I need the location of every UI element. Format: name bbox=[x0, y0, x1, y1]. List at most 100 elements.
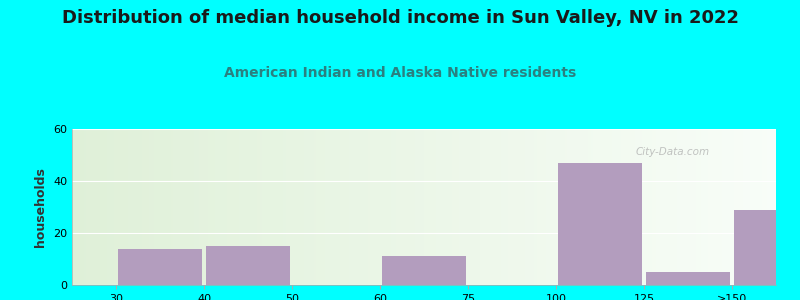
Bar bbox=[602, 129, 605, 285]
Bar bbox=[306, 129, 309, 285]
Bar bbox=[231, 129, 234, 285]
Bar bbox=[748, 129, 750, 285]
Bar bbox=[582, 129, 583, 285]
Bar bbox=[548, 129, 550, 285]
Bar bbox=[518, 129, 520, 285]
Bar bbox=[434, 129, 436, 285]
Bar bbox=[105, 129, 107, 285]
Bar bbox=[750, 129, 753, 285]
Bar bbox=[414, 129, 417, 285]
Bar bbox=[110, 129, 112, 285]
Bar bbox=[635, 129, 638, 285]
Bar bbox=[180, 129, 182, 285]
Bar bbox=[696, 129, 698, 285]
Bar bbox=[678, 129, 680, 285]
Bar bbox=[130, 129, 133, 285]
Bar bbox=[230, 129, 231, 285]
Bar bbox=[736, 129, 738, 285]
Bar bbox=[344, 129, 346, 285]
Bar bbox=[687, 129, 689, 285]
Bar bbox=[738, 129, 741, 285]
Bar bbox=[546, 129, 548, 285]
Bar bbox=[349, 129, 351, 285]
Bar bbox=[680, 129, 682, 285]
Bar bbox=[720, 129, 722, 285]
Bar bbox=[492, 129, 494, 285]
Bar bbox=[192, 129, 194, 285]
Bar bbox=[135, 129, 138, 285]
Bar bbox=[323, 129, 326, 285]
Bar bbox=[668, 129, 670, 285]
Bar bbox=[366, 129, 368, 285]
Bar bbox=[215, 129, 218, 285]
Bar bbox=[691, 129, 694, 285]
Text: City-Data.com: City-Data.com bbox=[635, 147, 710, 158]
Bar bbox=[145, 129, 147, 285]
Bar bbox=[673, 129, 675, 285]
Bar bbox=[640, 129, 642, 285]
Bar bbox=[658, 129, 661, 285]
Bar bbox=[147, 129, 150, 285]
Bar bbox=[718, 129, 720, 285]
Bar bbox=[577, 129, 579, 285]
Bar bbox=[565, 129, 567, 285]
Bar bbox=[525, 129, 527, 285]
Bar bbox=[572, 129, 574, 285]
Bar bbox=[82, 129, 84, 285]
Bar bbox=[93, 129, 95, 285]
Bar bbox=[442, 129, 445, 285]
Bar bbox=[520, 129, 522, 285]
Bar bbox=[391, 129, 394, 285]
Bar bbox=[610, 129, 612, 285]
Bar bbox=[330, 129, 333, 285]
Bar bbox=[482, 129, 485, 285]
Bar bbox=[77, 129, 79, 285]
Bar bbox=[590, 129, 593, 285]
Bar bbox=[124, 129, 126, 285]
Bar bbox=[412, 129, 414, 285]
Bar bbox=[758, 129, 759, 285]
Bar bbox=[293, 129, 295, 285]
Bar bbox=[497, 129, 499, 285]
Bar bbox=[462, 129, 464, 285]
Bar bbox=[618, 129, 621, 285]
Bar bbox=[206, 129, 208, 285]
Bar bbox=[459, 129, 462, 285]
Bar bbox=[654, 129, 656, 285]
Bar bbox=[328, 129, 330, 285]
Bar bbox=[269, 129, 271, 285]
Bar bbox=[326, 129, 328, 285]
Bar bbox=[187, 129, 190, 285]
Bar bbox=[656, 129, 658, 285]
Bar bbox=[504, 129, 506, 285]
Bar bbox=[281, 129, 283, 285]
Bar bbox=[560, 129, 562, 285]
Bar bbox=[579, 129, 582, 285]
Bar bbox=[570, 129, 572, 285]
Bar bbox=[379, 129, 382, 285]
Bar bbox=[114, 129, 117, 285]
Bar bbox=[283, 129, 286, 285]
Bar bbox=[119, 129, 122, 285]
Bar bbox=[734, 129, 736, 285]
Bar bbox=[74, 129, 77, 285]
Bar bbox=[363, 129, 366, 285]
Bar bbox=[260, 129, 262, 285]
Bar bbox=[241, 129, 243, 285]
Bar bbox=[689, 129, 691, 285]
Bar bbox=[466, 129, 469, 285]
Bar bbox=[79, 129, 82, 285]
Bar bbox=[278, 129, 281, 285]
Bar bbox=[335, 129, 337, 285]
Bar bbox=[295, 129, 298, 285]
Bar bbox=[755, 129, 758, 285]
Bar bbox=[250, 129, 253, 285]
Bar bbox=[138, 129, 140, 285]
Bar bbox=[290, 129, 293, 285]
Bar bbox=[588, 129, 590, 285]
Bar bbox=[522, 129, 525, 285]
Bar bbox=[515, 129, 518, 285]
Bar bbox=[266, 129, 269, 285]
Bar bbox=[157, 129, 159, 285]
Bar bbox=[236, 129, 238, 285]
